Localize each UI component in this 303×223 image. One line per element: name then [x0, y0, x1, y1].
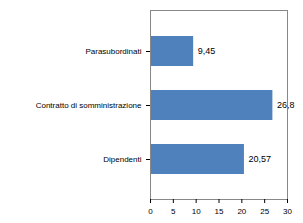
- svg-text:10: 10: [192, 207, 201, 216]
- svg-text:26,8: 26,8: [277, 100, 295, 110]
- svg-text:20,57: 20,57: [248, 154, 271, 164]
- svg-text:Parasubordinati: Parasubordinati: [85, 47, 141, 56]
- svg-text:30: 30: [283, 207, 292, 216]
- svg-text:9,45: 9,45: [198, 46, 216, 56]
- svg-text:5: 5: [171, 207, 176, 216]
- svg-text:Contratto di somministrazione: Contratto di somministrazione: [36, 101, 142, 110]
- svg-text:15: 15: [215, 207, 224, 216]
- svg-text:0: 0: [148, 207, 153, 216]
- svg-text:20: 20: [237, 207, 246, 216]
- svg-text:Dipendenti: Dipendenti: [103, 155, 141, 164]
- svg-text:25: 25: [260, 207, 269, 216]
